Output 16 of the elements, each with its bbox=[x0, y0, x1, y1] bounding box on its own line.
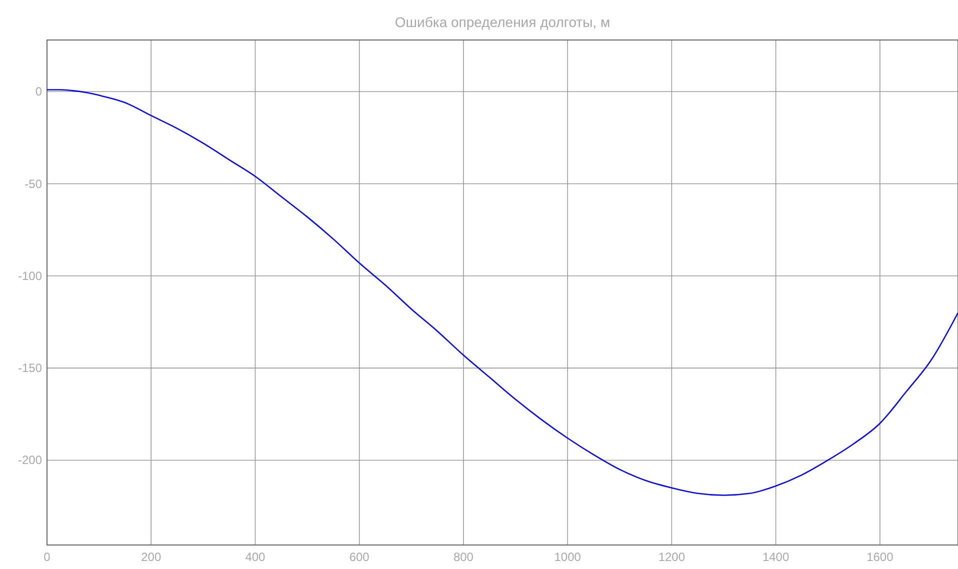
x-tick-label: 800 bbox=[453, 550, 474, 564]
x-tick-label: 600 bbox=[349, 550, 370, 564]
x-tick-label: 1000 bbox=[554, 550, 582, 564]
x-tick-label: 1200 bbox=[658, 550, 686, 564]
x-tick-label: 1400 bbox=[762, 550, 790, 564]
y-tick-label: -150 bbox=[18, 361, 42, 376]
y-tick-label: 0 bbox=[35, 84, 42, 99]
y-tick-label: -100 bbox=[18, 268, 42, 283]
chart-title: Ошибка определения долготы, м bbox=[394, 14, 610, 30]
x-tick-label: 1600 bbox=[866, 550, 894, 564]
y-tick-label: -200 bbox=[18, 453, 42, 468]
x-tick-label: 0 bbox=[44, 550, 51, 564]
y-tick-label: -50 bbox=[24, 176, 42, 191]
line-series bbox=[46, 89, 958, 496]
x-tick-label: 200 bbox=[141, 550, 162, 564]
x-tick-label: 400 bbox=[245, 550, 266, 564]
